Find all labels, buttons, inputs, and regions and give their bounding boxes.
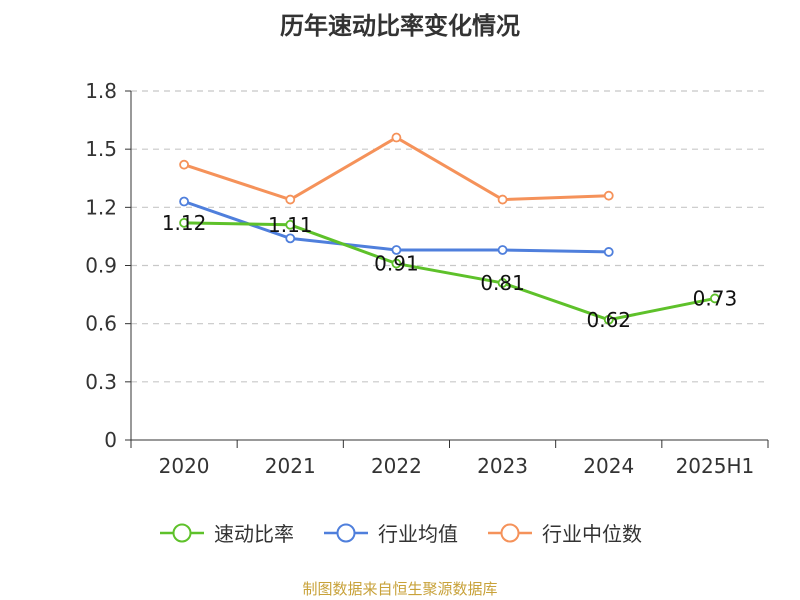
x-tick-label: 2020 bbox=[159, 454, 210, 478]
y-tick-label: 0.6 bbox=[85, 312, 117, 336]
series-lines bbox=[179, 132, 720, 325]
x-tick-label: 2023 bbox=[477, 454, 528, 478]
data-point bbox=[285, 233, 296, 244]
legend-label: 速动比率 bbox=[214, 522, 294, 546]
series-line bbox=[183, 136, 609, 202]
source-note: 制图数据来自恒生聚源数据库 bbox=[302, 580, 498, 598]
y-tick-label: 1.8 bbox=[85, 79, 117, 103]
x-tick-label: 2025H1 bbox=[676, 454, 755, 478]
data-point bbox=[497, 194, 508, 205]
data-point bbox=[285, 219, 296, 230]
legend-circle bbox=[172, 523, 192, 542]
data-point bbox=[391, 132, 402, 143]
y-tick-label: 0.3 bbox=[85, 370, 117, 394]
y-tick-label: 1.5 bbox=[85, 137, 117, 161]
legend-line-circle-icon bbox=[488, 523, 532, 542]
legend: 速动比率 行业均值 行业中位数 bbox=[0, 518, 800, 547]
data-label: 0.81 bbox=[480, 271, 525, 295]
data-point bbox=[285, 194, 296, 205]
data-point bbox=[603, 190, 614, 201]
data-label: 0.91 bbox=[374, 252, 419, 276]
x-tick-label: 2022 bbox=[371, 454, 422, 478]
data-point bbox=[179, 217, 189, 228]
y-tick-label: 0.9 bbox=[85, 254, 117, 278]
grid-lines bbox=[131, 90, 768, 383]
legend-line-circle-icon bbox=[160, 523, 204, 542]
data-point bbox=[603, 247, 614, 257]
data-point bbox=[710, 293, 720, 304]
legend-item[interactable]: 速动比率 bbox=[158, 518, 294, 547]
legend-label: 行业中位数 bbox=[542, 522, 642, 546]
series-line bbox=[183, 200, 609, 254]
legend-item[interactable]: 行业均值 bbox=[322, 518, 458, 547]
data-point bbox=[179, 159, 189, 170]
legend-circle bbox=[500, 523, 520, 542]
data-point bbox=[497, 278, 508, 288]
chart-title: 历年速动比率变化情况 bbox=[280, 12, 520, 40]
data-point bbox=[391, 258, 402, 269]
y-tick-label: 0 bbox=[104, 428, 117, 452]
data-point bbox=[179, 196, 189, 207]
legend-label: 行业均值 bbox=[378, 522, 458, 546]
data-label: 0.73 bbox=[693, 286, 738, 310]
legend-line-circle-icon bbox=[324, 523, 368, 542]
data-point bbox=[603, 314, 614, 325]
x-tick-label: 2021 bbox=[265, 454, 316, 478]
legend-item[interactable]: 行业中位数 bbox=[486, 518, 642, 547]
data-labels: 1.12 1.11 0.91 0.81 0.62 0.73 bbox=[162, 211, 737, 332]
series-line bbox=[184, 221, 716, 322]
data-label: 1.11 bbox=[268, 213, 313, 237]
data-label: 0.62 bbox=[586, 308, 631, 332]
data-label: 1.12 bbox=[162, 211, 207, 235]
x-tick-label: 2024 bbox=[583, 454, 634, 478]
data-point bbox=[391, 245, 402, 255]
axes: 0 0.3 0.6 0.9 1.2 1.5 1.8 2020 2021 2022 2023 2024 2… bbox=[85, 79, 769, 478]
legend-circle bbox=[336, 523, 356, 542]
data-point bbox=[497, 245, 508, 255]
y-tick-label: 1.2 bbox=[85, 195, 117, 219]
